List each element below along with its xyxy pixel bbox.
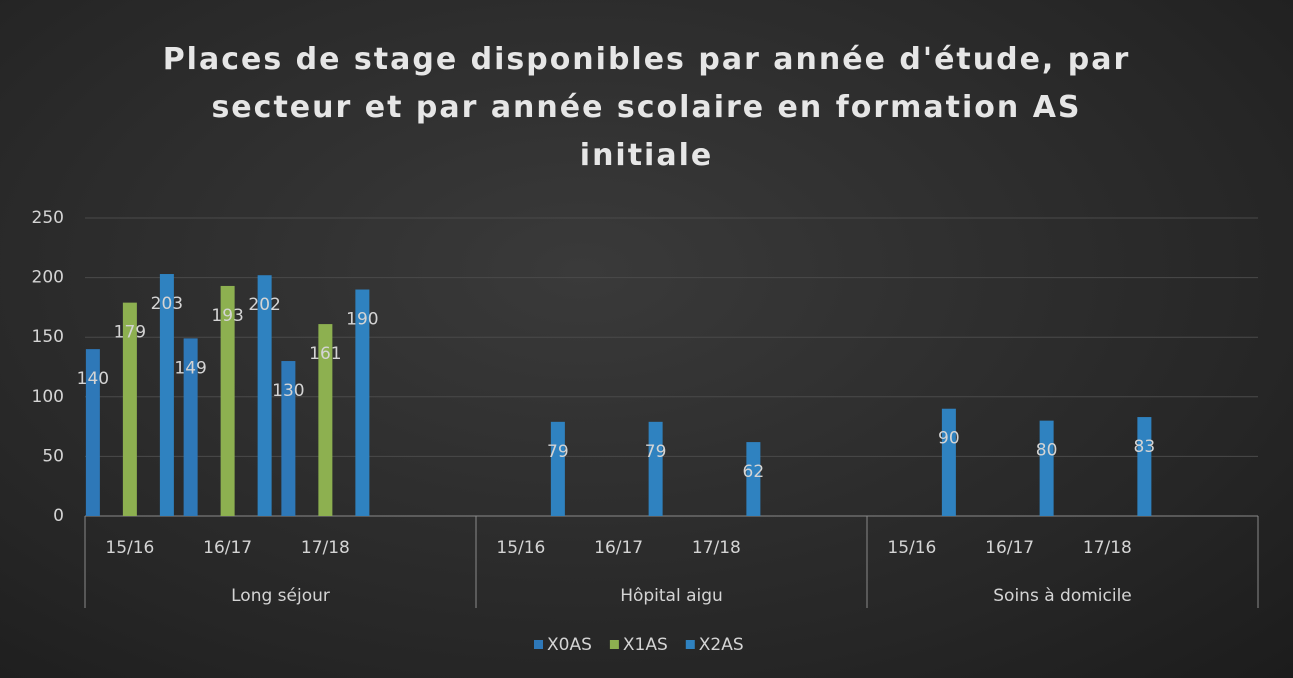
bar <box>1039 420 1054 516</box>
y-tick-label: 200 <box>32 268 64 288</box>
bar <box>746 442 761 516</box>
bar <box>318 324 333 516</box>
data-label: 90 <box>938 429 960 449</box>
bar <box>122 302 137 516</box>
bar <box>85 349 100 516</box>
bar <box>257 275 272 516</box>
legend-swatch <box>609 640 619 649</box>
legend-swatch <box>534 640 543 649</box>
data-label: 179 <box>114 323 146 343</box>
data-label: 161 <box>309 344 341 364</box>
data-label: 203 <box>151 294 183 314</box>
y-tick-label: 250 <box>32 208 64 228</box>
data-label: 190 <box>346 310 378 330</box>
bar <box>1137 417 1152 516</box>
bar <box>355 289 370 516</box>
bar <box>550 421 565 516</box>
data-label: 83 <box>1134 437 1156 457</box>
x-tick-label: 17/18 <box>1083 538 1132 558</box>
data-label: 130 <box>272 381 304 401</box>
legend-label: X0AS <box>547 635 592 655</box>
data-label: 149 <box>174 358 206 378</box>
x-tick-label: 15/16 <box>496 538 545 558</box>
data-label: 193 <box>211 306 243 326</box>
data-label: 80 <box>1036 441 1058 461</box>
group-label: Hôpital aigu <box>620 586 723 606</box>
group-label: Long séjour <box>231 586 330 606</box>
x-tick-label: 16/17 <box>203 538 252 558</box>
bar <box>281 361 296 516</box>
chart-title: Places de stage disponibles par année d'… <box>162 42 1131 173</box>
legend-swatch <box>685 640 695 649</box>
y-tick-label: 150 <box>32 327 64 347</box>
x-tick-label: 15/16 <box>105 538 154 558</box>
y-tick-label: 50 <box>42 446 64 466</box>
y-tick-label: 0 <box>53 506 64 526</box>
data-label: 62 <box>743 462 765 482</box>
x-tick-label: 16/17 <box>985 538 1034 558</box>
legend-label: X2AS <box>699 635 744 655</box>
legend-label: X1AS <box>623 635 668 655</box>
x-tick-label: 17/18 <box>692 538 741 558</box>
x-tick-label: 17/18 <box>301 538 350 558</box>
data-label: 79 <box>645 442 667 462</box>
bar <box>159 274 174 516</box>
bar <box>183 338 198 516</box>
y-tick-label: 100 <box>32 387 64 407</box>
x-tick-label: 16/17 <box>594 538 643 558</box>
data-label: 79 <box>547 442 569 462</box>
data-label: 202 <box>248 295 280 315</box>
group-label: Soins à domicile <box>993 586 1132 606</box>
bar <box>220 285 235 516</box>
bar <box>941 408 956 516</box>
x-tick-label: 15/16 <box>887 538 936 558</box>
bar <box>648 421 663 516</box>
data-label: 140 <box>77 369 109 389</box>
